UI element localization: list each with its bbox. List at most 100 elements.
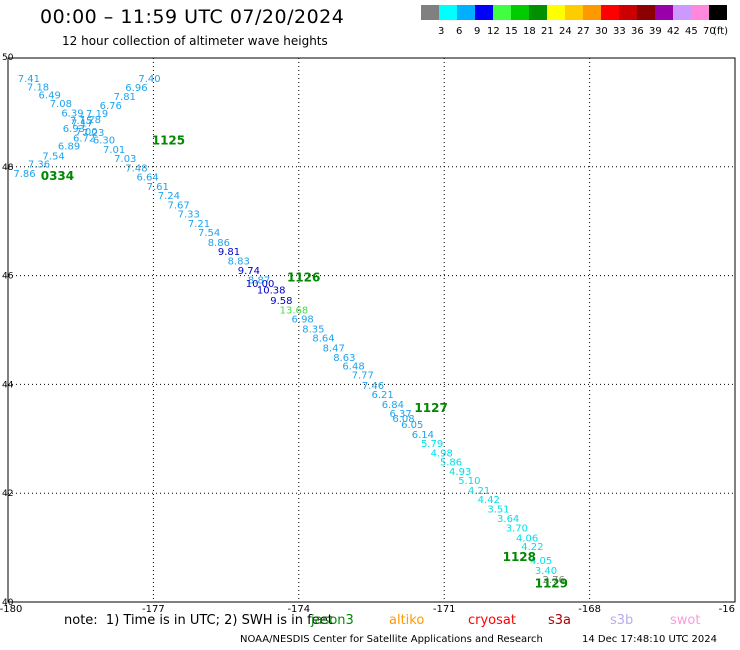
wave-height-point: 5.86 bbox=[440, 458, 462, 469]
x-tick-label: -171 bbox=[433, 604, 456, 615]
wave-height-point: 4.42 bbox=[478, 495, 500, 506]
wave-height-point: 3.51 bbox=[487, 504, 509, 515]
wave-height-point: 8.63 bbox=[333, 353, 355, 364]
legend-swatch bbox=[583, 5, 601, 20]
wave-height-point: 6.14 bbox=[412, 430, 434, 441]
wave-height-point: 9.58 bbox=[270, 296, 292, 307]
pass-time-label: 1125 bbox=[152, 134, 185, 148]
wave-height-point: 9.74 bbox=[238, 266, 260, 277]
wave-height-point: 5.10 bbox=[458, 476, 480, 487]
wave-height-point: 7.36 bbox=[28, 160, 50, 171]
x-tick-label: -180 bbox=[0, 604, 22, 615]
wave-height-point: 7.40 bbox=[138, 74, 160, 85]
legend-label: 39 bbox=[649, 26, 662, 37]
legend-label: 18 bbox=[523, 26, 536, 37]
wave-height-point: 4.05 bbox=[530, 556, 552, 567]
satellite-name-s3a: s3a bbox=[548, 613, 572, 628]
wave-height-point: 8.83 bbox=[228, 256, 250, 267]
wave-height-point: 6.49 bbox=[39, 90, 61, 101]
wave-height-point: 6.89 bbox=[58, 142, 80, 153]
wave-height-point: 6.48 bbox=[342, 361, 364, 372]
legend-label: 42 bbox=[667, 26, 680, 37]
legend-label: 30 bbox=[595, 26, 608, 37]
wave-height-point: 4.06 bbox=[516, 533, 538, 544]
wave-height-point: 7.81 bbox=[114, 92, 136, 103]
legend-swatch bbox=[529, 5, 547, 20]
legend-label: 33 bbox=[613, 26, 626, 37]
page-title: 00:00 – 11:59 UTC 07/20/2024 bbox=[40, 6, 345, 28]
wave-height-point: 4.21 bbox=[468, 486, 490, 497]
legend-swatch bbox=[709, 5, 727, 20]
legend-swatch bbox=[565, 5, 583, 20]
wave-height-point: 10.38 bbox=[257, 286, 286, 297]
wave-height-point: 7.00 bbox=[75, 127, 97, 138]
satellite-name-altiko: altiko bbox=[389, 613, 425, 628]
wave-height-point: 7.18 bbox=[27, 82, 49, 93]
wave-height-point: 8.86 bbox=[208, 238, 230, 249]
legend-label: 36 bbox=[631, 26, 644, 37]
legend-swatch bbox=[439, 5, 457, 20]
y-tick-label: 48 bbox=[2, 163, 14, 173]
y-tick-label: 42 bbox=[2, 489, 13, 499]
wave-height-point: 7.33 bbox=[178, 210, 200, 221]
y-tick-label: 40 bbox=[2, 598, 14, 608]
wave-height-point: 3.40 bbox=[535, 566, 557, 577]
wave-height-point: 13.68 bbox=[280, 305, 309, 316]
wave-height-point: 7.61 bbox=[147, 182, 169, 193]
wave-height-point: 3.70 bbox=[506, 523, 528, 534]
footer-timestamp: 14 Dec 17:48:10 UTC 2024 bbox=[582, 634, 717, 645]
legend-label: 45 bbox=[685, 26, 698, 37]
wave-height-point: 6.39 bbox=[61, 108, 83, 119]
wave-height-point: 6.72 bbox=[73, 133, 95, 144]
legend-swatch bbox=[655, 5, 673, 20]
wave-height-point: 7.28 bbox=[79, 115, 101, 126]
legend-label: 70 bbox=[703, 26, 716, 37]
pass-time-label: 0334 bbox=[41, 169, 74, 183]
wave-height-point: 9.81 bbox=[218, 247, 240, 258]
wave-height-point: 6.96 bbox=[125, 83, 147, 94]
legend-swatch bbox=[619, 5, 637, 20]
wave-height-point: 4.22 bbox=[521, 542, 543, 553]
x-tick-label: -168 bbox=[578, 604, 601, 615]
wave-height-point: 6.64 bbox=[136, 173, 158, 184]
chart-grid bbox=[7, 57, 736, 603]
legend-swatch bbox=[475, 5, 493, 20]
wave-height-point: 7.54 bbox=[198, 228, 220, 239]
legend-label: 3 bbox=[438, 26, 445, 37]
wave-height-point: 7.15 bbox=[70, 116, 92, 127]
legend-swatch bbox=[673, 5, 691, 20]
pass-time-label: 1129 bbox=[535, 576, 568, 590]
satellite-name-cryosat: cryosat bbox=[468, 613, 516, 628]
legend-label: 15 bbox=[505, 26, 518, 37]
wave-height-point: 7.08 bbox=[50, 99, 72, 110]
wave-height-point: 6.84 bbox=[382, 400, 404, 411]
wave-height-point: 6.05 bbox=[401, 420, 423, 431]
plot-frame bbox=[7, 57, 736, 603]
chart-pass-times: 1125 0334 1126 1127 1128 1129 bbox=[41, 134, 568, 591]
footer-credit: NOAA/NESDIS Center for Satellite Applica… bbox=[240, 634, 543, 645]
wave-height-point: 6.08 bbox=[392, 414, 414, 425]
wave-height-point: 6.98 bbox=[292, 315, 314, 326]
legend-swatch bbox=[421, 5, 439, 20]
wave-height-point: 7.23 bbox=[82, 128, 104, 139]
satellite-name-swot: swot bbox=[670, 613, 701, 628]
wave-height-point: 7.21 bbox=[188, 219, 210, 230]
legend-label: 27 bbox=[577, 26, 590, 37]
legend-swatch bbox=[547, 5, 565, 20]
x-tick-label: -177 bbox=[142, 604, 165, 615]
x-tick-label: -16 bbox=[719, 604, 735, 615]
wave-height-point: 6.37 bbox=[389, 409, 411, 420]
legend-label: 6 bbox=[456, 26, 463, 37]
wave-height-point: 6.76 bbox=[100, 101, 122, 112]
wave-height-point: 7.01 bbox=[103, 145, 125, 156]
satellite-name-s3b: s3b bbox=[610, 613, 634, 628]
wave-height-point: 7.19 bbox=[86, 109, 108, 120]
pass-time-label: 1126 bbox=[287, 271, 320, 285]
wave-height-point: 6.21 bbox=[372, 390, 394, 401]
wave-height-point: 7.86 bbox=[13, 169, 35, 180]
wave-height-point: 8.47 bbox=[323, 343, 345, 354]
wave-height-point: 7.41 bbox=[18, 74, 40, 85]
wave-height-point: 7.77 bbox=[352, 371, 374, 382]
wave-height-point: 6.93 bbox=[63, 124, 85, 135]
